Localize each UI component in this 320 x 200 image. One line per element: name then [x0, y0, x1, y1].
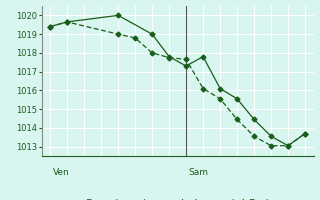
- Text: Ven: Ven: [53, 168, 69, 177]
- Text: Sam: Sam: [189, 168, 209, 177]
- Text: Pression niveau de la mer(  hPa ): Pression niveau de la mer( hPa ): [86, 198, 269, 200]
